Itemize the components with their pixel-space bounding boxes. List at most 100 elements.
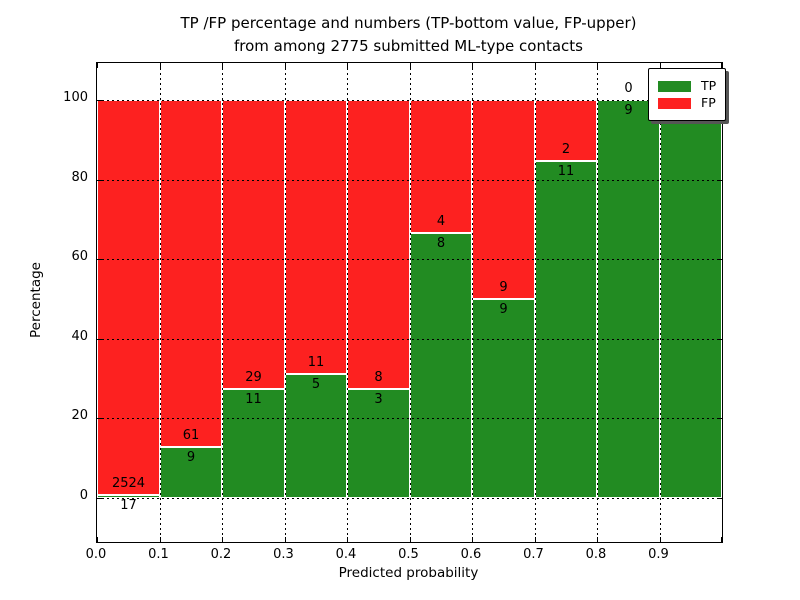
tick-left-0 bbox=[97, 498, 102, 499]
bar-tp-0.5-0.6 bbox=[409, 232, 472, 498]
label-tp-count-0.3-0.4: 5 bbox=[311, 376, 321, 392]
bar-tp-0.8-0.9 bbox=[597, 100, 660, 498]
tick-bottom-2 bbox=[222, 537, 223, 542]
y-axis-label: Percentage bbox=[28, 262, 44, 338]
tick-bottom-1 bbox=[159, 537, 161, 542]
legend-swatch-TP bbox=[658, 80, 691, 92]
tick-top-4 bbox=[347, 63, 348, 68]
x-tick-label-0.7: 0.7 bbox=[523, 547, 544, 562]
label-tp-count-0.6-0.7: 9 bbox=[499, 302, 508, 317]
y-tick-label-100: 100 bbox=[63, 90, 88, 105]
x-tick-label-0.0: 0.0 bbox=[85, 547, 107, 562]
label-fp-count-0.5-0.6: 4 bbox=[436, 213, 446, 229]
tick-right-60 bbox=[717, 259, 722, 261]
chart-title-line1: TP /FP percentage and numbers (TP-bottom… bbox=[180, 14, 637, 32]
label-tp-count-0.1-0.2: 9 bbox=[186, 449, 196, 465]
tick-left-60 bbox=[97, 259, 102, 261]
gridline-v-0.8 bbox=[597, 63, 598, 542]
x-tick-label-0.8: 0.8 bbox=[585, 547, 607, 562]
y-tick-label-20: 20 bbox=[71, 408, 88, 424]
tick-right-80 bbox=[717, 179, 722, 181]
label-tp-count-0.7-0.8: 11 bbox=[557, 164, 575, 180]
x-tick-label-0.4: 0.4 bbox=[335, 547, 357, 562]
tick-left-100 bbox=[97, 100, 102, 101]
bar-tp-0.7-0.8 bbox=[534, 161, 597, 498]
tick-bottom-0 bbox=[97, 537, 98, 542]
tick-top-0 bbox=[97, 63, 98, 68]
y-tick-label-0: 0 bbox=[79, 488, 88, 503]
tick-top-5 bbox=[409, 63, 411, 68]
tick-top-2 bbox=[222, 63, 223, 68]
label-fp-count-0.6-0.7: 9 bbox=[499, 280, 508, 295]
gridline-v-0.7 bbox=[534, 63, 536, 542]
legend-label-FP: FP bbox=[701, 95, 716, 110]
tick-bottom-3 bbox=[284, 537, 286, 542]
bar-fp-0.2-0.3 bbox=[222, 100, 285, 389]
label-tp-count-0.0-0.1: 17 bbox=[120, 498, 137, 514]
tick-bottom-5 bbox=[409, 537, 411, 542]
bar-tp-0.9-1.0 bbox=[659, 100, 722, 498]
bar-fp-0.4-0.5 bbox=[347, 100, 410, 390]
label-fp-count-0.4-0.5: 8 bbox=[374, 370, 383, 386]
label-fp-count-0.3-0.4: 11 bbox=[307, 354, 325, 370]
bar-fp-0.1-0.2 bbox=[159, 100, 222, 447]
tick-right-20 bbox=[717, 418, 722, 420]
x-tick-label-0.1: 0.1 bbox=[148, 547, 169, 562]
tick-top-6 bbox=[472, 63, 473, 68]
label-tp-count-0.8-0.9: 9 bbox=[624, 103, 633, 118]
x-tick-label-0.3: 0.3 bbox=[273, 547, 294, 562]
tick-top-9 bbox=[659, 63, 661, 68]
bar-fp-0.0-0.1 bbox=[97, 100, 160, 496]
tick-top-10 bbox=[721, 63, 722, 68]
bar-tp-0.6-0.7 bbox=[472, 299, 535, 498]
x-tick-label-0.6: 0.6 bbox=[460, 547, 482, 562]
tick-top-8 bbox=[597, 63, 598, 68]
tick-bottom-6 bbox=[472, 537, 473, 542]
tick-right-0 bbox=[717, 498, 722, 499]
label-fp-count-0.1-0.2: 61 bbox=[182, 427, 200, 443]
label-fp-count-0.8-0.9: 0 bbox=[624, 81, 633, 96]
gridline-v-0.4 bbox=[347, 63, 348, 542]
label-fp-count-0.7-0.8: 2 bbox=[561, 142, 571, 158]
label-fp-count-0.2-0.3: 29 bbox=[245, 369, 262, 385]
legend-swatch-FP bbox=[658, 97, 691, 109]
x-tick-label-0.2: 0.2 bbox=[210, 547, 232, 562]
tick-top-7 bbox=[534, 63, 536, 68]
y-tick-label-80: 80 bbox=[71, 169, 88, 185]
x-axis-label: Predicted probability bbox=[338, 565, 479, 581]
gridline-v-0.3 bbox=[284, 63, 286, 542]
tick-left-80 bbox=[97, 179, 102, 181]
tick-top-1 bbox=[159, 63, 161, 68]
label-fp-count-0.0-0.1: 2524 bbox=[111, 476, 146, 492]
tick-top-3 bbox=[284, 63, 286, 68]
x-tick-label-0.9: 0.9 bbox=[648, 547, 669, 562]
gridline-v-0.6 bbox=[472, 63, 473, 542]
legend-item-TP: TP bbox=[658, 79, 716, 93]
label-tp-count-0.2-0.3: 11 bbox=[245, 391, 262, 407]
legend-item-FP: FP bbox=[658, 96, 716, 110]
tick-bottom-4 bbox=[347, 537, 348, 542]
bar-fp-0.3-0.4 bbox=[284, 100, 347, 374]
y-tick-label-60: 60 bbox=[71, 249, 88, 265]
plot-layers: 252417619291111583489921109045 bbox=[97, 63, 722, 542]
gridline-v-0.9 bbox=[659, 63, 661, 542]
tick-bottom-10 bbox=[721, 537, 722, 542]
tick-bottom-7 bbox=[534, 537, 536, 542]
tick-right-40 bbox=[717, 338, 722, 340]
bar-tp-0.1-0.2 bbox=[159, 446, 222, 498]
label-tp-count-0.4-0.5: 3 bbox=[374, 392, 383, 408]
bar-tp-0.3-0.4 bbox=[284, 373, 347, 498]
label-tp-count-0.5-0.6: 8 bbox=[436, 235, 446, 251]
bar-fp-0.7-0.8 bbox=[534, 100, 597, 162]
gridline-v-0.1 bbox=[159, 63, 161, 542]
chart-title: TP /FP percentage and numbers (TP-bottom… bbox=[96, 12, 721, 57]
legend-label-TP: TP bbox=[701, 78, 717, 93]
chart-title-line2: from among 2775 submitted ML-type contac… bbox=[234, 36, 583, 55]
tick-bottom-9 bbox=[659, 537, 661, 542]
bar-fp-0.6-0.7 bbox=[472, 100, 535, 299]
tick-bottom-8 bbox=[597, 537, 598, 542]
gridline-v-0.5 bbox=[409, 63, 411, 542]
gridline-v-0.2 bbox=[222, 63, 223, 542]
